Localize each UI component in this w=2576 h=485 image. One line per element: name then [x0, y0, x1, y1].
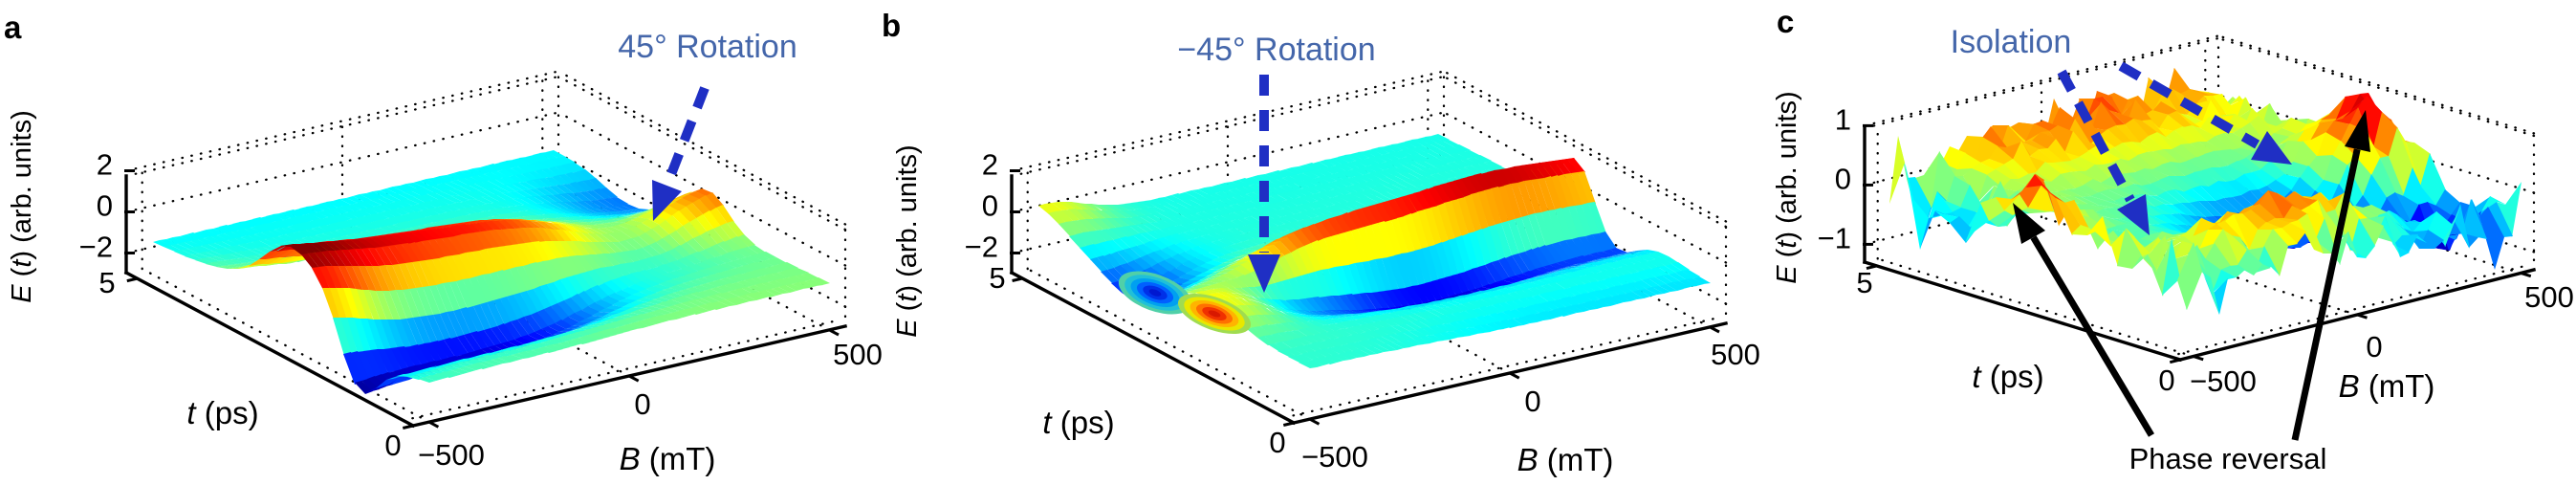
svg-text:−500: −500: [418, 438, 485, 472]
svg-text:E (t) (arb. units): E (t) (arb. units): [7, 110, 37, 302]
svg-text:−2: −2: [79, 231, 113, 264]
svg-text:t (ps): t (ps): [1972, 359, 2043, 394]
svg-text:5: 5: [98, 266, 115, 299]
svg-text:500: 500: [1711, 338, 1760, 371]
svg-text:0: 0: [982, 189, 998, 223]
svg-text:B (mT): B (mT): [620, 441, 716, 476]
svg-text:−500: −500: [2190, 364, 2257, 398]
svg-text:0: 0: [1524, 385, 1540, 418]
svg-text:Phase reversal: Phase reversal: [2129, 442, 2327, 475]
svg-text:E (t) (arb. units): E (t) (arb. units): [1772, 91, 1802, 283]
svg-text:0: 0: [1835, 162, 1851, 195]
svg-text:500: 500: [833, 338, 883, 371]
svg-text:2: 2: [97, 148, 113, 182]
svg-text:500: 500: [2524, 280, 2574, 314]
svg-text:2: 2: [982, 148, 998, 182]
svg-text:0: 0: [1269, 426, 1285, 459]
svg-text:−2: −2: [965, 231, 998, 264]
svg-text:−1: −1: [1818, 221, 1851, 254]
svg-text:c: c: [1777, 4, 1794, 39]
svg-text:0: 0: [97, 189, 113, 223]
svg-text:B (mT): B (mT): [2339, 368, 2435, 404]
svg-text:1: 1: [1835, 102, 1851, 136]
svg-text:t (ps): t (ps): [1042, 405, 1114, 440]
svg-text:5: 5: [989, 261, 1005, 295]
svg-text:45° Rotation: 45° Rotation: [618, 29, 797, 65]
svg-text:0: 0: [2158, 364, 2174, 397]
svg-text:0: 0: [634, 387, 650, 421]
svg-text:E (t) (arb. units): E (t) (arb. units): [892, 144, 923, 337]
svg-text:B (mT): B (mT): [1517, 442, 1614, 477]
svg-text:Isolation: Isolation: [1951, 24, 2072, 60]
svg-text:5: 5: [1856, 266, 1872, 299]
svg-text:a: a: [4, 10, 22, 45]
svg-text:0: 0: [2366, 330, 2382, 364]
svg-text:t (ps): t (ps): [186, 395, 258, 430]
svg-text:−45° Rotation: −45° Rotation: [1177, 32, 1375, 68]
svg-text:0: 0: [384, 429, 401, 462]
svg-text:b: b: [882, 8, 901, 43]
svg-text:−500: −500: [1301, 440, 1368, 474]
